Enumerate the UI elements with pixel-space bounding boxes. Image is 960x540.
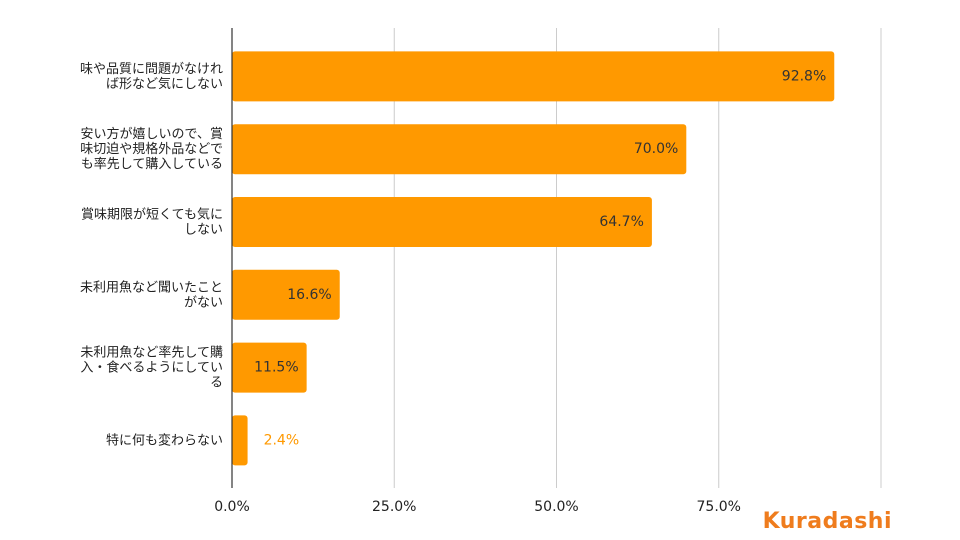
value-label: 11.5% xyxy=(254,360,298,376)
kuradashi-logo: Kuradashi xyxy=(762,509,892,534)
category-label: 賞味期限が短くても気にしない xyxy=(81,206,223,237)
bar xyxy=(232,124,687,175)
category-label: 安い方が嬉しいので、賞味切迫や規格外品などでも率先して購入している xyxy=(80,126,223,172)
bar xyxy=(232,197,652,247)
x-tick-label: 50.0% xyxy=(534,499,578,515)
value-label: 64.7% xyxy=(599,214,643,230)
x-tick-label: 0.0% xyxy=(214,499,250,515)
category-label: 味や品質に問題がなければ形など気にしない xyxy=(80,61,223,91)
value-label: 2.4% xyxy=(264,432,300,448)
bar xyxy=(232,51,835,102)
category-label: 未利用魚など聞いたことがない xyxy=(80,280,223,310)
bar xyxy=(232,269,340,320)
bar xyxy=(232,415,248,466)
x-tick-label: 75.0% xyxy=(697,499,741,515)
category-label: 未利用魚など率先して購入・食べるようにしている xyxy=(80,344,223,390)
value-label: 16.6% xyxy=(287,287,331,303)
category-label: 特に何も変わらない xyxy=(106,432,223,448)
x-tick-label: 25.0% xyxy=(372,499,416,515)
value-label: 70.0% xyxy=(634,141,678,157)
bar xyxy=(232,342,307,393)
value-label: 92.8% xyxy=(782,68,826,84)
